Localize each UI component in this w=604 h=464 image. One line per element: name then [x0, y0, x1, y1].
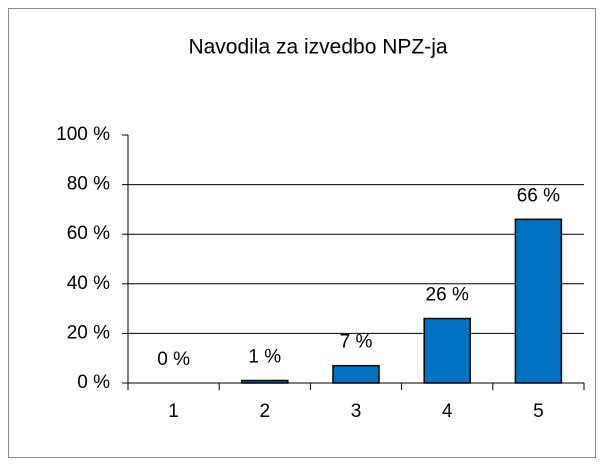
data-label: 0 %: [157, 349, 190, 370]
y-tick-label: 80 %: [67, 174, 110, 195]
y-tick-label: 40 %: [67, 273, 110, 294]
data-label: 1 %: [248, 347, 281, 368]
x-tick-label: 4: [442, 401, 453, 422]
y-tick-label: 20 %: [67, 322, 110, 343]
x-tick-label: 2: [260, 401, 271, 422]
y-tick-label: 0 %: [77, 372, 110, 393]
x-tick-label: 3: [351, 401, 362, 422]
y-tick-label: 60 %: [67, 223, 110, 244]
bar: [423, 317, 471, 384]
data-label: 26 %: [426, 285, 469, 306]
x-tick-label: 5: [533, 401, 544, 422]
bar: [514, 218, 563, 384]
chart-title: Navodila za izvedbo NPZ-ja: [188, 36, 447, 59]
data-label: 66 %: [517, 185, 560, 206]
data-label: 7 %: [340, 332, 373, 353]
bar: [332, 364, 380, 384]
x-tick-label: 1: [168, 401, 179, 422]
y-tick-label: 100 %: [56, 124, 110, 145]
